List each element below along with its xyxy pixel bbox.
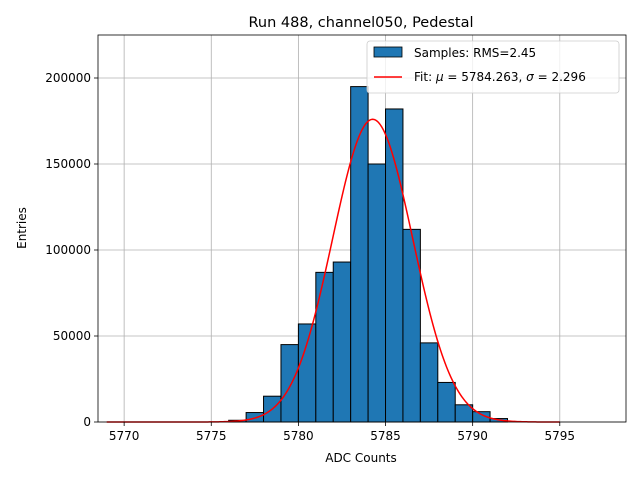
- plot-frame: [97, 34, 627, 423]
- fit-mu-symbol: μ: [435, 70, 444, 84]
- fit-sigma-equals: =: [534, 70, 552, 84]
- histogram-bar: [297, 323, 317, 423]
- fit-sigma-symbol: σ: [526, 70, 534, 84]
- legend-swatch-samples: [373, 46, 403, 58]
- histogram-bar: [367, 163, 387, 423]
- histogram-bar: [280, 344, 299, 423]
- x-tick-label: 5785: [370, 429, 401, 443]
- legend-label-samples: Samples: RMS=2.45: [414, 46, 536, 60]
- x-tick-label: 5775: [196, 429, 227, 443]
- legend: Samples: RMS=2.45 Fit: μ = 5784.263, σ =…: [366, 40, 620, 94]
- y-axis: 0 50000 100000 150000 200000: [45, 71, 98, 429]
- fit-sigma-value: 2.296: [551, 70, 585, 84]
- histogram-bar: [437, 381, 456, 423]
- histogram-bar: [385, 108, 404, 423]
- x-tick-label: 5770: [109, 429, 140, 443]
- y-tick-label: 150000: [45, 157, 91, 171]
- y-tick-label: 50000: [53, 329, 91, 343]
- y-axis-label: Entries: [15, 207, 29, 249]
- fit-separator: ,: [519, 70, 527, 84]
- legend-box: [366, 40, 620, 94]
- fit-mu-value: 5784.263: [461, 70, 518, 84]
- y-tick-label: 0: [83, 415, 91, 429]
- x-axis-label: ADC Counts: [325, 451, 397, 465]
- x-tick-label: 5780: [283, 429, 314, 443]
- chart-title: Run 488, channel050, Pedestal: [248, 15, 473, 31]
- legend-label-fit: Fit: μ = 5784.263, σ = 2.296: [414, 70, 586, 84]
- plot-area: [97, 34, 627, 423]
- x-tick-label: 5795: [545, 429, 576, 443]
- fit-prefix: Fit:: [414, 70, 436, 84]
- histogram-bar: [315, 271, 334, 423]
- histogram-bar: [454, 404, 474, 423]
- y-tick-label: 200000: [45, 71, 91, 85]
- histogram-bar: [332, 261, 352, 423]
- histogram-bar: [419, 342, 439, 423]
- x-axis: 5770 5775 5780 5785 5790 5795: [109, 422, 575, 443]
- histogram-bars: [228, 86, 509, 423]
- x-tick-label: 5790: [457, 429, 488, 443]
- fit-mu-equals: =: [444, 70, 462, 84]
- y-tick-label: 100000: [45, 243, 91, 257]
